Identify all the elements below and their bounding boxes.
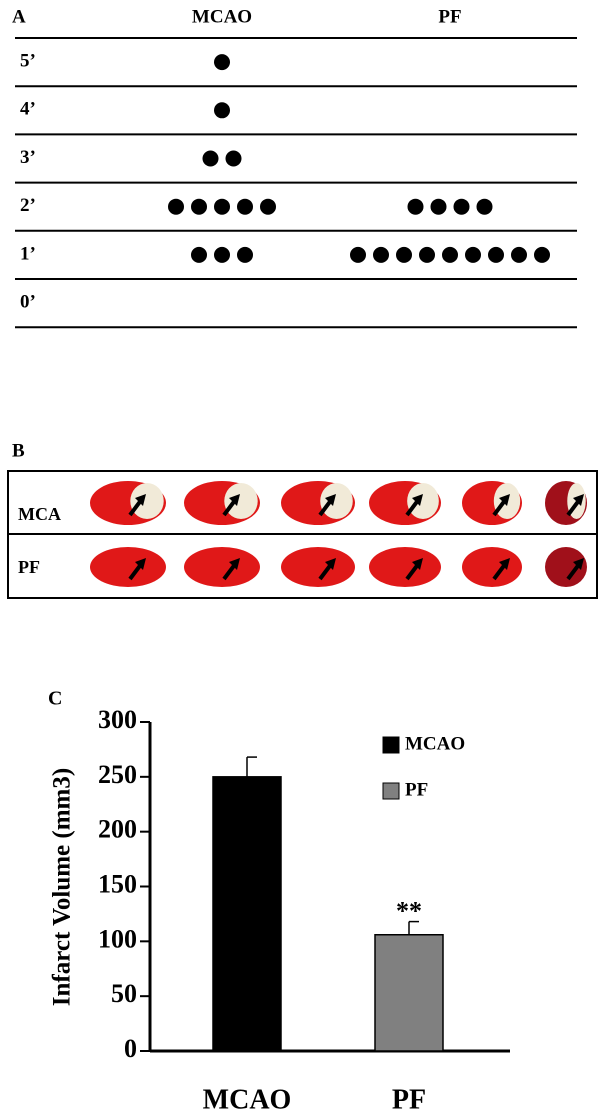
infarct-area <box>130 483 164 519</box>
row-label: PF <box>18 557 40 577</box>
dot <box>214 54 230 71</box>
dot <box>407 198 424 215</box>
dot <box>214 102 230 119</box>
dot <box>191 246 207 263</box>
panel-label: C <box>48 688 62 710</box>
arrow-head <box>325 558 336 570</box>
dot <box>511 246 527 263</box>
arrow-head <box>229 558 240 570</box>
dot <box>534 246 550 263</box>
legend-label: MCAO <box>405 733 465 754</box>
brain-slice <box>90 547 166 587</box>
brain-slice <box>184 547 260 587</box>
infarct-area <box>224 483 258 519</box>
dot <box>373 246 389 263</box>
bar <box>212 776 282 1052</box>
x-tick-label: MCAO <box>203 1084 292 1115</box>
infarct-area <box>320 483 353 519</box>
row-label: 1’ <box>20 243 36 264</box>
infarct-area <box>407 483 439 519</box>
brain-slice <box>281 547 355 587</box>
dot <box>191 198 207 215</box>
dot <box>214 198 230 215</box>
x-tick-label: PF <box>392 1084 426 1115</box>
y-tick-label: 200 <box>98 815 137 844</box>
y-tick-label: 250 <box>98 760 137 789</box>
bar <box>374 934 444 1052</box>
y-tick-label: 0 <box>124 1034 137 1063</box>
dot <box>168 198 184 215</box>
dot <box>214 246 230 263</box>
row-label: 2’ <box>20 195 36 216</box>
dot <box>476 198 493 215</box>
dot <box>237 198 253 215</box>
y-tick-label: 100 <box>98 924 137 953</box>
arrow-head <box>412 558 423 570</box>
brain-slice <box>369 547 441 587</box>
dot <box>350 246 366 263</box>
dot <box>396 246 412 263</box>
legend-label: PF <box>405 779 428 800</box>
column-header: PF <box>438 6 461 27</box>
dot <box>430 198 447 215</box>
arrow-head <box>135 558 146 570</box>
arrow-head <box>499 494 510 506</box>
legend-swatch <box>382 782 400 800</box>
dot <box>453 198 470 215</box>
dot <box>202 150 219 167</box>
dot <box>225 150 242 167</box>
dot <box>237 246 253 263</box>
dot <box>260 198 276 215</box>
arrow-head <box>229 494 240 506</box>
row-label: 0’ <box>20 291 36 312</box>
panel-label: B <box>12 440 25 461</box>
row-label: MCA <box>18 504 61 524</box>
arrow-head <box>499 558 510 570</box>
significance-annotation: ** <box>396 897 422 926</box>
y-tick-label: 50 <box>111 979 137 1008</box>
arrow-head <box>573 494 584 506</box>
brain-slice <box>545 547 587 587</box>
arrow-head <box>135 494 146 506</box>
y-axis-label: Infarct Volume (mm3) <box>49 768 76 1006</box>
row-label: 5’ <box>20 50 36 71</box>
row-label: 3’ <box>20 147 36 168</box>
arrow-head <box>325 494 336 506</box>
brain-slice <box>462 547 522 587</box>
dot <box>442 246 458 263</box>
arrow-head <box>573 558 584 570</box>
y-tick-label: 300 <box>98 705 137 734</box>
column-header: MCAO <box>192 6 252 27</box>
row-label: 4’ <box>20 99 36 120</box>
legend-swatch <box>382 736 400 754</box>
panel-label: A <box>12 6 26 27</box>
dot <box>419 246 435 263</box>
y-tick-label: 150 <box>98 869 137 898</box>
dot <box>488 246 504 263</box>
arrow-head <box>412 494 423 506</box>
dot <box>465 246 481 263</box>
